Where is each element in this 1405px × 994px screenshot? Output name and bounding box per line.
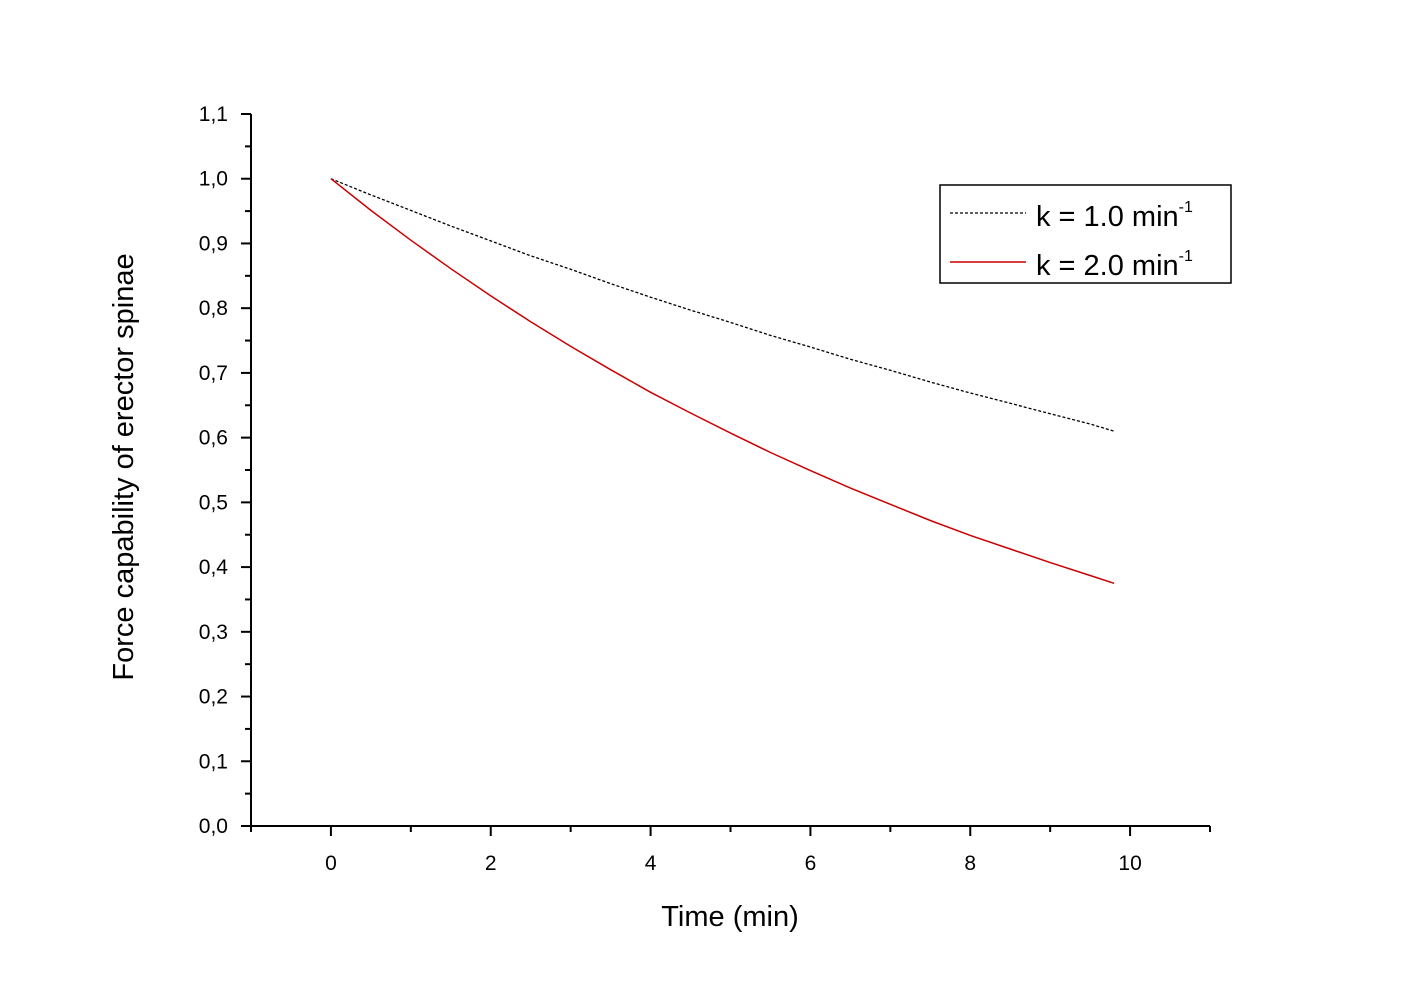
y-tick-label: 1,1 — [199, 103, 228, 126]
x-tick-label: 4 — [645, 852, 657, 875]
legend-label-superscript: -1 — [1179, 248, 1193, 265]
series-line-1 — [330, 178, 1115, 432]
axes: 0,0 0,1 0,2 0,3 0,4 0,5 0,6 0,7 0,8 0,9 1,0 1,1 0 2 4 6… — [199, 103, 1211, 875]
y-tick-label: 0,5 — [199, 491, 228, 514]
x-axis-title: Time (min) — [661, 901, 798, 933]
legend: k = 1.0 min-1 k = 2.0 min-1 — [939, 184, 1232, 284]
y-tick-label: 0,8 — [199, 297, 228, 320]
y-tick-label: 0,2 — [199, 686, 228, 709]
y-tick-label: 0,7 — [199, 362, 228, 385]
y-tick-label: 0,9 — [199, 232, 228, 255]
legend-box — [939, 184, 1232, 284]
y-tick-label: 0,1 — [199, 750, 228, 773]
y-tick-label: 0,3 — [199, 621, 228, 644]
y-tick-label: 1,0 — [199, 168, 228, 191]
series-line-2 — [330, 178, 1115, 585]
series-lines — [330, 178, 1115, 585]
x-tick-label: 0 — [325, 852, 337, 875]
x-tick-label: 6 — [805, 852, 817, 875]
y-tick-label: 0,0 — [199, 815, 228, 838]
y-tick-label: 0,4 — [199, 556, 229, 579]
x-tick-label: 2 — [485, 852, 497, 875]
legend-label-superscript: -1 — [1179, 199, 1193, 216]
y-axis-title: Force capability of erector spinae — [108, 253, 140, 680]
legend-label-1: k = 1.0 min-1 — [1036, 199, 1193, 233]
x-tick-label: 8 — [964, 852, 976, 875]
x-tick-label: 10 — [1118, 852, 1141, 875]
y-tick-label: 0,6 — [199, 427, 228, 450]
legend-label-2: k = 2.0 min-1 — [1036, 248, 1193, 282]
